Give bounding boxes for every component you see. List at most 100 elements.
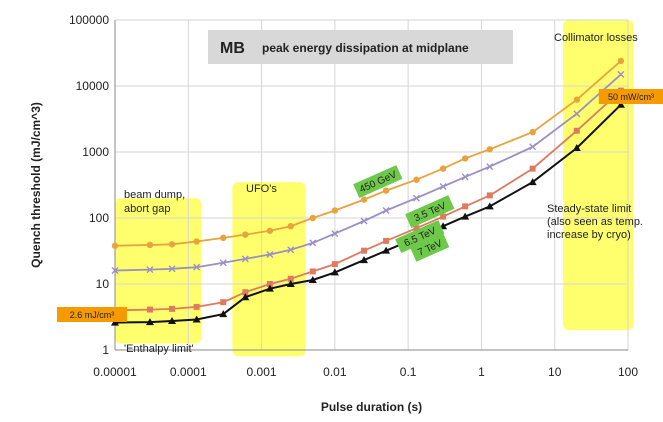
x-tick-label: 0.0001 [170,365,207,379]
data-point [220,299,227,306]
data-point [266,281,273,287]
data-point [573,96,580,103]
data-point [192,315,201,323]
series-3.5-tev [111,70,625,275]
data-point [242,231,249,238]
data-point [360,196,368,203]
data-point [331,230,339,238]
limit-label-text: 2.6 mJ/cm³ [70,310,115,320]
annotation-line: 'Enthalpy limit' [124,343,194,355]
data-point [573,110,581,118]
data-point [573,127,580,134]
data-point [413,225,420,232]
x-tick-label: 0.01 [323,365,347,379]
data-point [309,214,316,222]
data-point [145,318,154,326]
data-point [241,293,250,301]
series-name-box [405,195,455,228]
x-tick-label: 0.001 [247,365,277,379]
x-tick-label: 1 [478,365,485,379]
data-point [168,317,177,325]
data-point [382,206,390,214]
region-label: beam dump, abort gap [124,189,185,215]
data-point [168,241,176,248]
x-tick-label: 0.00001 [93,365,137,379]
data-point [439,183,447,191]
data-point [617,57,625,65]
data-point [168,265,176,273]
data-point [220,234,227,242]
data-point [331,261,338,268]
data-point [529,143,537,151]
highlight-region [115,198,202,344]
series-name-box [353,165,403,198]
region-label-line: UFO's [246,183,277,195]
annotation: Steady-state limit (also seen as temp. inc… [547,203,643,241]
data-point [382,187,390,194]
data-point [486,163,494,171]
data-point [461,173,469,181]
data-point [219,310,228,318]
data-point [412,194,420,202]
data-point [286,280,295,287]
data-point [287,275,294,282]
data-point [111,318,119,326]
overlay-labels: MB peak energy dissipation at midplane bea… [57,30,663,355]
data-point [266,227,274,234]
y-tick-label: 10 [96,277,110,291]
tick-labels: 0.00001 0.0001 0.001 0.01 0.1 1 10 100 1 10 100 100… [69,13,638,379]
y-axis-title: Quench threshold (mJ/cm^3) [29,102,43,268]
data-point [486,192,493,199]
y-tick-label: 1 [102,343,109,357]
y-tick-label: 10000 [76,79,110,93]
data-point [439,165,447,172]
data-point [616,100,625,108]
data-point [529,128,536,136]
data-point [242,289,249,296]
region-label-line: beam dump, [124,189,185,201]
data-point [308,275,317,283]
data-point [331,207,339,214]
data-point [440,213,447,220]
data-point [330,268,339,276]
region-label: UFO's [246,183,277,195]
series-6.5-tev [112,87,624,314]
annotation-line: increase by cryo) [547,229,631,241]
data-point [169,305,176,312]
data-point [383,237,390,244]
data-point [461,212,470,220]
data-point [241,255,249,263]
data-point [360,256,369,264]
x-tick-label: 10 [548,365,562,379]
annotation-line: (also seen as temp. [547,216,643,228]
data-point [287,246,295,254]
data-point [219,259,227,267]
data-point [266,250,274,258]
data-point [146,306,153,313]
limit-label-text: 50 mW/cm³ [608,92,654,102]
highlight-region [232,182,306,357]
series-name-box [410,233,450,262]
data-point [111,242,119,249]
data-point [486,146,493,153]
data-point [529,165,536,172]
data-point [309,239,317,247]
data-point [360,217,368,225]
data-point [193,303,200,310]
data-point [617,70,625,78]
axes: Pulse duration (s) Quench threshold (mJ/c… [29,20,628,414]
data-point [528,178,537,186]
x-tick-label: 100 [618,365,638,379]
data-point [485,202,494,210]
title-box [208,30,513,64]
data-point [572,143,581,151]
data-point [382,246,391,254]
chart-title: MB [220,40,245,57]
data-point [413,176,420,183]
x-axis-title: Pulse duration (s) [321,400,422,414]
series-450-gev [111,57,625,249]
data-point [193,238,200,245]
region-label-line: Collimator losses [554,32,638,44]
